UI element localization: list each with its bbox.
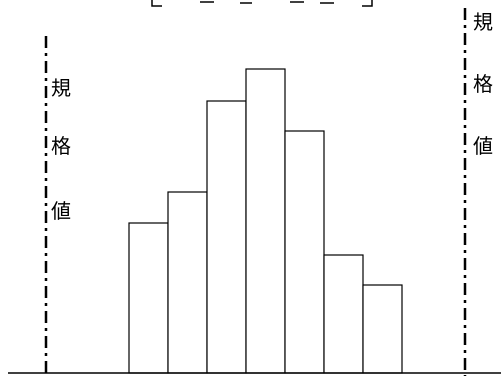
histogram-bars	[128, 68, 403, 374]
right-spec-label-char-1: 規	[473, 10, 493, 34]
left-spec-label-char-3: 値	[51, 199, 71, 223]
histogram-bar-6	[323, 254, 364, 374]
histogram-bar-1	[128, 222, 169, 374]
right-spec-label-char-3: 値	[473, 134, 493, 158]
histogram-bar-5	[284, 130, 325, 374]
histogram-bar-3	[206, 100, 247, 374]
histogram-bar-7	[362, 284, 403, 374]
histogram-bar-2	[167, 191, 208, 374]
left-spec-label-char-1: 規	[51, 76, 71, 100]
clipped-title-fragment	[151, 0, 373, 7]
clipped-title-text	[151, 0, 373, 7]
left-spec-label-char-2: 格	[51, 134, 71, 158]
histogram-bar-4	[245, 68, 286, 374]
right-spec-label-char-2: 格	[473, 72, 493, 96]
